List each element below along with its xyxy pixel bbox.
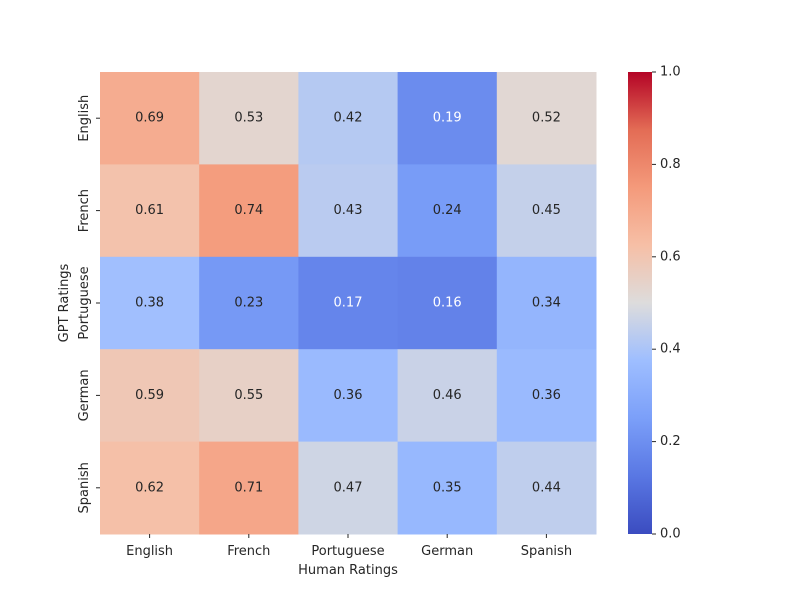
heatmap-cell-label: 0.45: [532, 203, 561, 218]
colorbar-tick-label: 0.6: [660, 249, 681, 264]
heatmap-cell-label: 0.53: [234, 111, 263, 126]
heatmap-cell-label: 0.34: [532, 296, 561, 311]
heatmap-cell: [496, 349, 597, 443]
heatmap-cell-label: 0.42: [334, 111, 363, 126]
heatmap-cell: [298, 164, 399, 258]
heatmap-cell-label: 0.69: [135, 111, 164, 126]
heatmap-cell-labels: 0.69 0.53 0.42 0.19 0.52 0.61 0.74 0.43 0.24 0.45…: [135, 111, 561, 496]
y-tick-label: German: [77, 369, 92, 421]
heatmap-cell-label: 0.17: [334, 296, 363, 311]
heatmap-cell-label: 0.16: [433, 296, 462, 311]
heatmap-cell: [100, 72, 200, 165]
x-axis-ticks: English French Portuguese German Spanish: [126, 534, 572, 559]
colorbar: [628, 72, 652, 534]
heatmap-cell-label: 0.44: [532, 480, 561, 495]
heatmap-cell-label: 0.52: [532, 111, 561, 126]
x-tick-label: Spanish: [521, 544, 572, 559]
heatmap-cell: [298, 349, 399, 443]
heatmap-cell: [100, 441, 200, 535]
x-tick-label: English: [126, 544, 173, 559]
heatmap-cell: [397, 72, 498, 165]
y-tick-label: Spanish: [77, 462, 92, 513]
heatmap-cell: [199, 256, 299, 350]
heatmap-cell-label: 0.43: [334, 203, 363, 218]
heatmap-cell: [298, 256, 399, 350]
heatmap-cell-label: 0.55: [234, 388, 263, 403]
heatmap-cells: [100, 72, 597, 535]
heatmap-cell-label: 0.47: [334, 480, 363, 495]
heatmap-cell: [496, 72, 597, 165]
y-tick-label: French: [77, 189, 92, 232]
heatmap-cell-label: 0.59: [135, 388, 164, 403]
heatmap-cell-label: 0.23: [234, 296, 263, 311]
heatmap-cell-label: 0.46: [433, 388, 462, 403]
heatmap-cell: [397, 164, 498, 258]
y-axis-label: GPT Ratings: [57, 263, 72, 342]
colorbar-ticks: 0.0 0.2 0.4 0.6 0.8 1.0: [652, 65, 681, 542]
x-tick-label: Portuguese: [311, 544, 384, 559]
colorbar-tick-label: 0.8: [660, 157, 681, 172]
colorbar-tick-label: 0.2: [660, 434, 681, 449]
heatmap-cell-label: 0.19: [433, 111, 462, 126]
colorbar-tick-label: 0.0: [660, 527, 681, 542]
heatmap-cell: [397, 256, 498, 350]
x-tick-label: French: [227, 544, 270, 559]
heatmap-cell: [100, 164, 200, 258]
heatmap-cell: [199, 164, 299, 258]
heatmap-cell: [199, 349, 299, 443]
x-tick-label: German: [421, 544, 473, 559]
heatmap-cell: [397, 349, 498, 443]
heatmap-cell-label: 0.38: [135, 296, 164, 311]
colorbar-tick-label: 1.0: [660, 65, 681, 80]
x-axis-label: Human Ratings: [298, 563, 398, 578]
heatmap-cell-label: 0.71: [234, 480, 263, 495]
heatmap-cell: [496, 441, 597, 535]
y-tick-label: English: [77, 95, 92, 142]
heatmap-cell: [496, 164, 597, 258]
heatmap-cell: [199, 72, 299, 165]
heatmap-cell: [298, 72, 399, 165]
heatmap-cell: [100, 349, 200, 443]
heatmap-cell-label: 0.36: [334, 388, 363, 403]
heatmap-cell: [397, 441, 498, 535]
heatmap-cell-label: 0.36: [532, 388, 561, 403]
heatmap-cell: [199, 441, 299, 535]
y-tick-label: Portuguese: [77, 266, 92, 339]
colorbar-gradient: [628, 72, 652, 534]
heatmap-cell: [496, 256, 597, 350]
y-axis-ticks: English French Portuguese German Spanish: [77, 95, 100, 513]
heatmap-cell-label: 0.74: [234, 203, 263, 218]
heatmap-cell-label: 0.62: [135, 480, 164, 495]
heatmap-cell: [298, 441, 399, 535]
heatmap-cell-label: 0.24: [433, 203, 462, 218]
colorbar-tick-label: 0.4: [660, 342, 681, 357]
heatmap-cell-label: 0.61: [135, 203, 164, 218]
heatmap-cell-label: 0.35: [433, 480, 462, 495]
heatmap-cell: [100, 256, 200, 350]
